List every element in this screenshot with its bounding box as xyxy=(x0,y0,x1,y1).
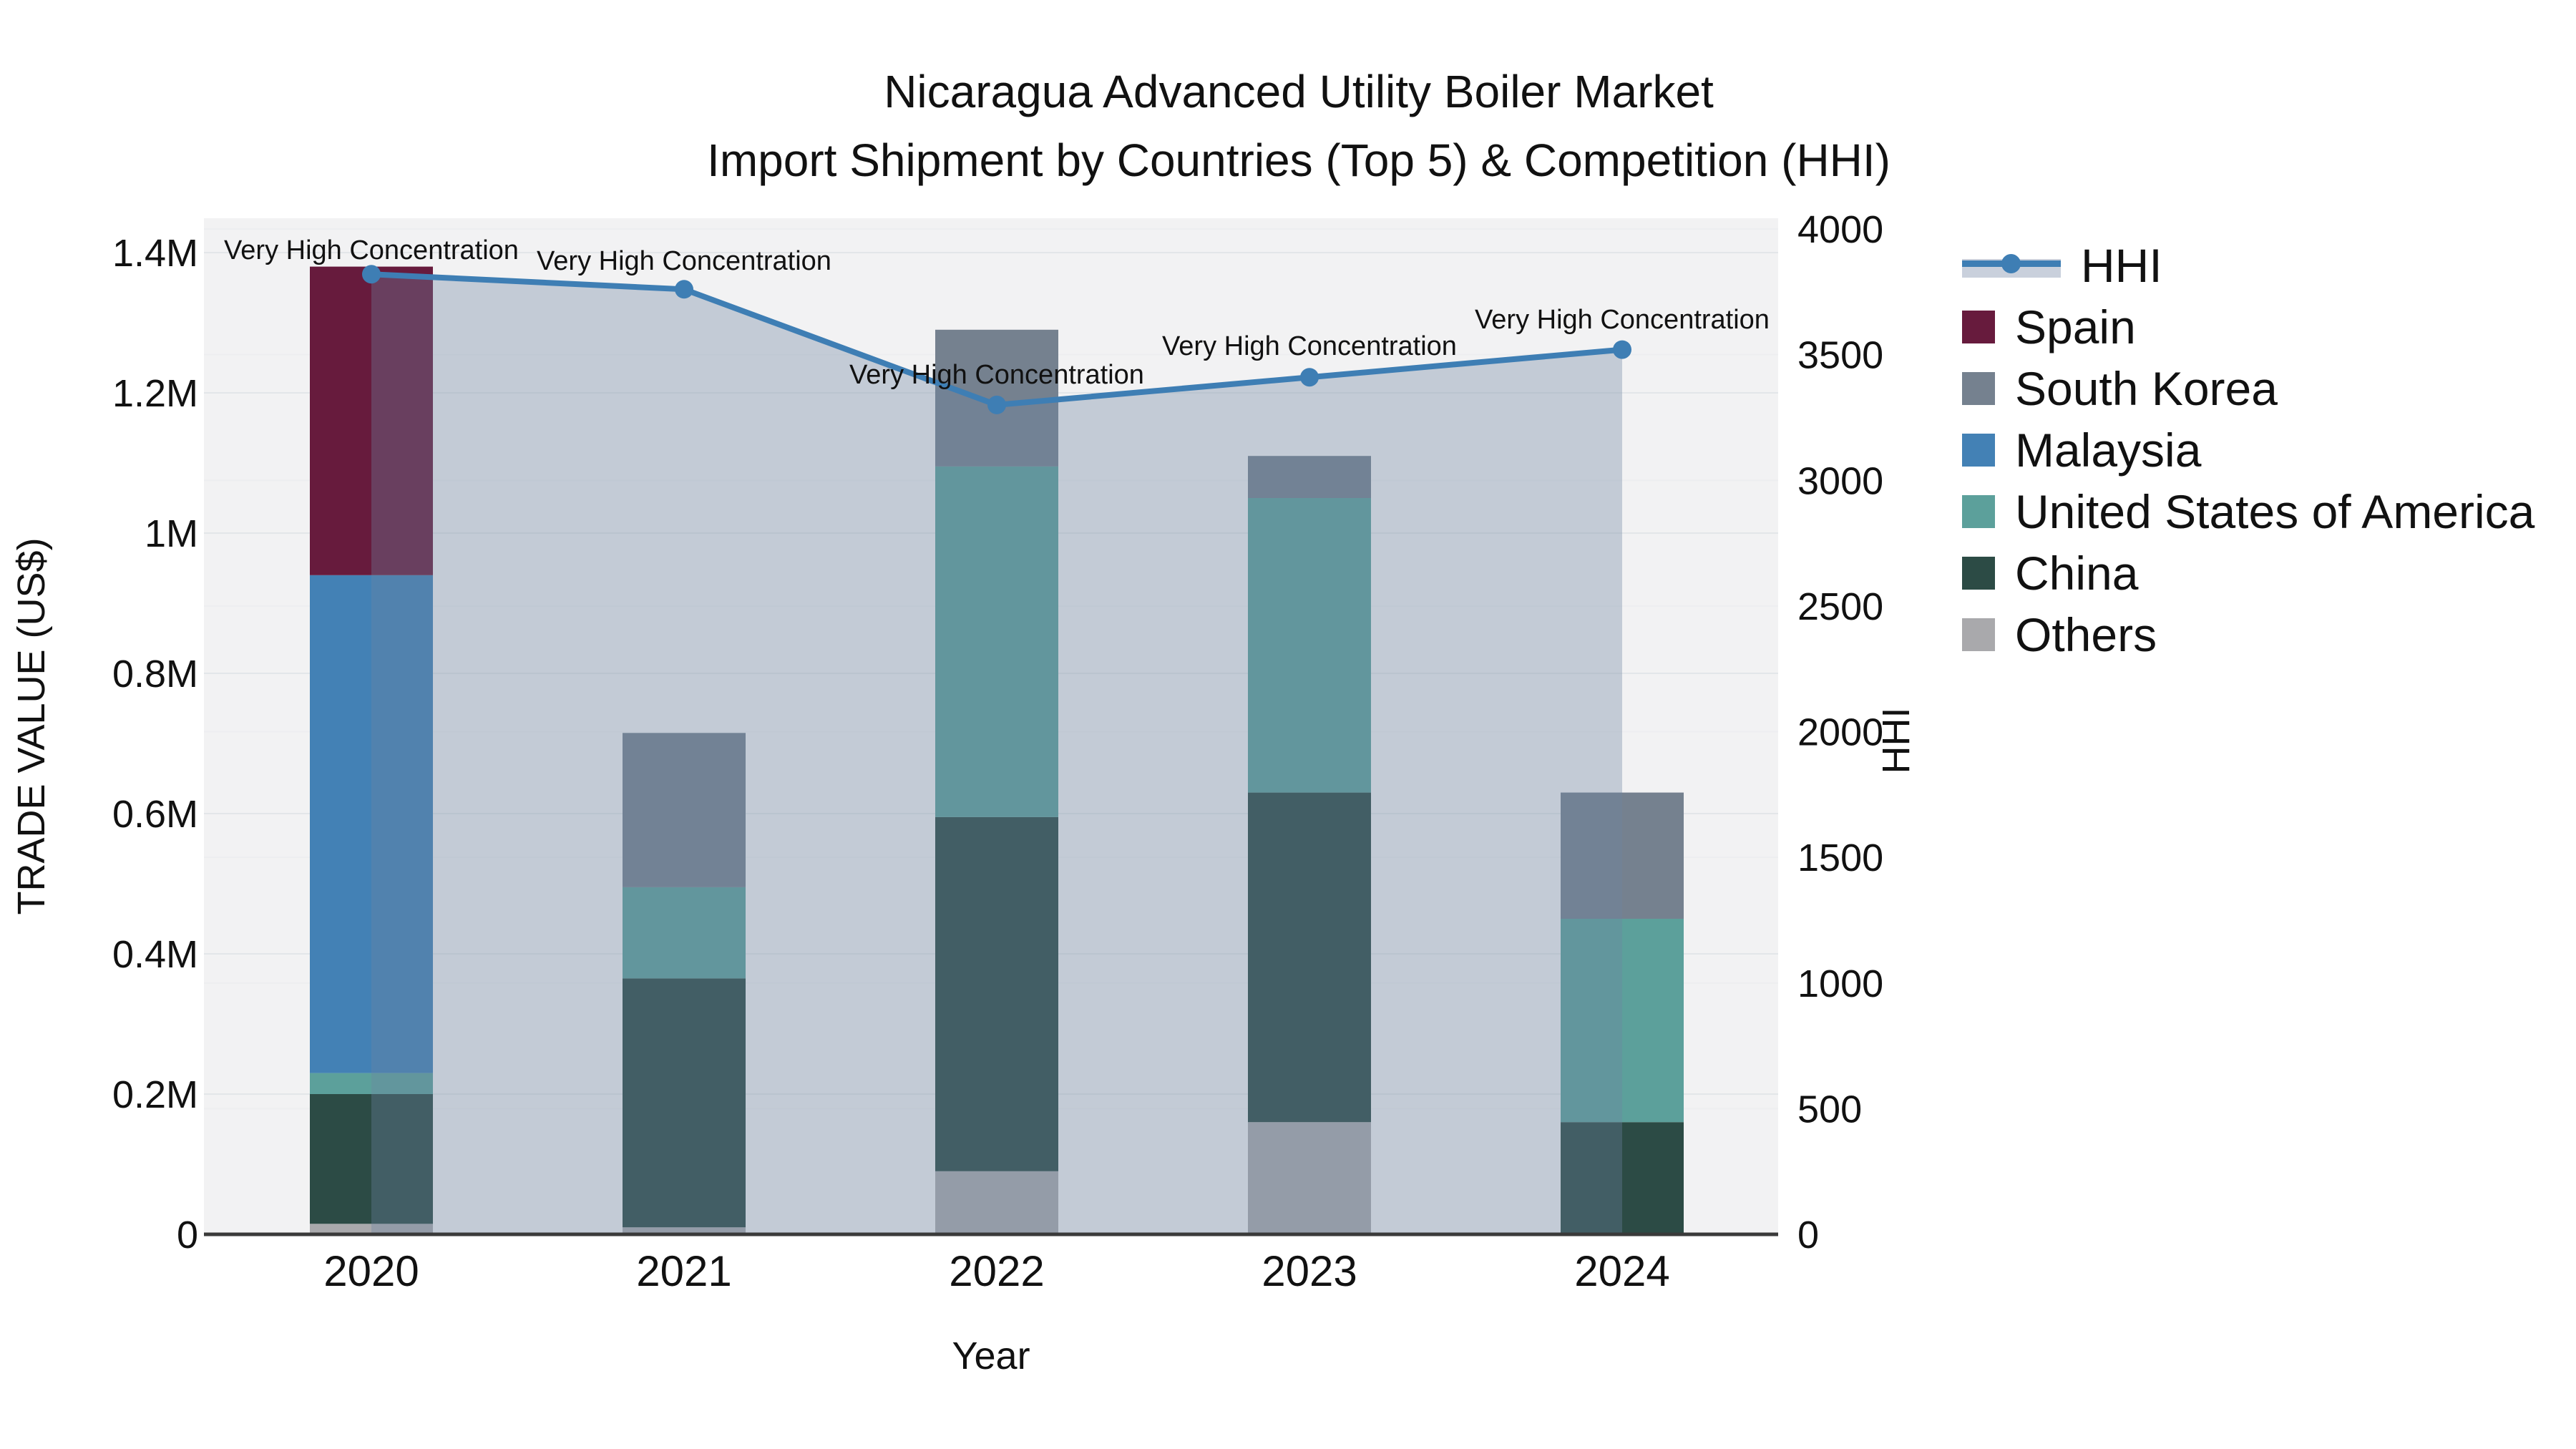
legend-swatch-icon xyxy=(1962,311,1995,343)
bar-segment-others-2020[interactable] xyxy=(310,1224,433,1234)
y-right-tick-2000: 2000 xyxy=(1797,711,1883,754)
hhi-annotation-2024: Very High Concentration xyxy=(1475,305,1770,335)
bar-segment-china-2020[interactable] xyxy=(310,1094,433,1224)
hhi-area-fill xyxy=(371,274,1622,1235)
x-tick-2021: 2021 xyxy=(636,1247,731,1295)
y-right-tick-1000: 1000 xyxy=(1797,962,1883,1005)
legend-label: Spain xyxy=(2015,301,2136,353)
bar-segment-united-states-of-america-2023[interactable] xyxy=(1248,498,1371,793)
legend-swatch-icon xyxy=(1962,495,1995,528)
legend-item-china[interactable]: China xyxy=(1962,542,2534,604)
y-left-tick-0.2M: 0.2M xyxy=(112,1073,198,1116)
x-tick-2020: 2020 xyxy=(323,1247,419,1295)
chart-title-line1: Nicaragua Advanced Utility Boiler Market xyxy=(884,66,1714,117)
hhi-point-2021[interactable] xyxy=(675,280,693,299)
legend-swatch-icon xyxy=(1962,372,1995,405)
bar-segment-malaysia-2020[interactable] xyxy=(310,575,433,1073)
bar-segment-south-korea-2024[interactable] xyxy=(1561,792,1684,919)
y-right-tick-4000: 4000 xyxy=(1797,208,1883,251)
y-left-tick-0.8M: 0.8M xyxy=(112,653,198,696)
hhi-point-2022[interactable] xyxy=(987,395,1006,414)
legend-item-united-states-of-america[interactable]: United States of America xyxy=(1962,481,2534,542)
bar-segment-united-states-of-america-2020[interactable] xyxy=(310,1073,433,1094)
bar-segment-united-states-of-america-2021[interactable] xyxy=(623,887,746,979)
x-tick-2022: 2022 xyxy=(949,1247,1044,1295)
y-left-tick-0.4M: 0.4M xyxy=(112,933,198,976)
y-right-tick-1500: 1500 xyxy=(1797,836,1883,879)
hhi-point-2023[interactable] xyxy=(1300,368,1319,387)
bar-segment-others-2023[interactable] xyxy=(1248,1122,1371,1234)
y-right-tick-3500: 3500 xyxy=(1797,334,1883,377)
y-right-tick-3000: 3000 xyxy=(1797,459,1883,502)
bar-segment-china-2021[interactable] xyxy=(623,978,746,1228)
y-right-tick-0: 0 xyxy=(1797,1214,1819,1257)
y-right-axis-title: HHI xyxy=(1875,708,1918,774)
legend-label: Malaysia xyxy=(2015,424,2202,477)
chart-title-line2: Import Shipment by Countries (Top 5) & C… xyxy=(707,135,1890,186)
y-left-tick-1.2M: 1.2M xyxy=(112,372,198,415)
legend-swatch-icon xyxy=(1962,618,1995,651)
bar-segment-china-2023[interactable] xyxy=(1248,792,1371,1123)
y-right-tick-2500: 2500 xyxy=(1797,585,1883,628)
bar-segment-south-korea-2023[interactable] xyxy=(1248,456,1371,498)
y-left-tick-0: 0 xyxy=(177,1214,198,1257)
bar-segment-united-states-of-america-2024[interactable] xyxy=(1561,919,1684,1123)
bar-segment-others-2022[interactable] xyxy=(935,1171,1058,1234)
legend-item-hhi[interactable]: HHI xyxy=(1962,235,2534,296)
bar-segment-south-korea-2021[interactable] xyxy=(623,733,746,887)
legend-item-spain[interactable]: Spain xyxy=(1962,296,2534,358)
bar-segment-united-states-of-america-2022[interactable] xyxy=(935,466,1058,817)
legend-label: South Korea xyxy=(2015,362,2278,415)
hhi-annotation-2020: Very High Concentration xyxy=(224,235,519,265)
chart-legend: HHI Spain South Korea Malaysia United States… xyxy=(1962,235,2534,665)
hhi-point-2024[interactable] xyxy=(1613,340,1631,359)
hhi-annotation-2021: Very High Concentration xyxy=(537,246,831,276)
y-left-axis-title: TRADE VALUE (US$) xyxy=(10,537,53,914)
x-tick-2024: 2024 xyxy=(1574,1247,1669,1295)
legend-item-others[interactable]: Others xyxy=(1962,604,2534,665)
bar-segment-china-2024[interactable] xyxy=(1561,1122,1684,1234)
hhi-point-2020[interactable] xyxy=(362,265,381,284)
x-axis-title: Year xyxy=(952,1335,1030,1377)
legend-label: United States of America xyxy=(2015,485,2535,538)
bar-segment-spain-2020[interactable] xyxy=(310,266,433,575)
legend-label: China xyxy=(2015,547,2139,600)
y-left-tick-1.4M: 1.4M xyxy=(112,232,198,275)
hhi-line-icon xyxy=(1962,249,2061,282)
legend-item-south-korea[interactable]: South Korea xyxy=(1962,358,2534,419)
legend-item-malaysia[interactable]: Malaysia xyxy=(1962,419,2534,481)
x-tick-2023: 2023 xyxy=(1262,1247,1357,1295)
hhi-annotation-2023: Very High Concentration xyxy=(1162,331,1457,361)
bar-segment-china-2022[interactable] xyxy=(935,816,1058,1171)
y-right-tick-500: 500 xyxy=(1797,1088,1862,1131)
hhi-annotation-2022: Very High Concentration xyxy=(849,360,1144,390)
legend-label: Others xyxy=(2015,608,2157,661)
legend-swatch-icon xyxy=(1962,434,1995,467)
chart-title: Nicaragua Advanced Utility Boiler Market… xyxy=(707,57,1890,195)
y-left-tick-0.6M: 0.6M xyxy=(112,793,198,836)
bar-segment-others-2021[interactable] xyxy=(623,1227,746,1234)
legend-label: HHI xyxy=(2081,239,2162,292)
y-left-tick-1M: 1M xyxy=(145,512,198,555)
legend-swatch-icon xyxy=(1962,557,1995,590)
